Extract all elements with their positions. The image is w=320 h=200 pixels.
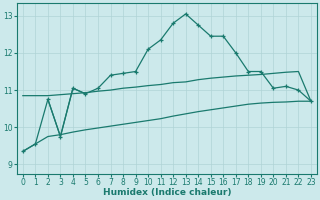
X-axis label: Humidex (Indice chaleur): Humidex (Indice chaleur) xyxy=(103,188,231,197)
